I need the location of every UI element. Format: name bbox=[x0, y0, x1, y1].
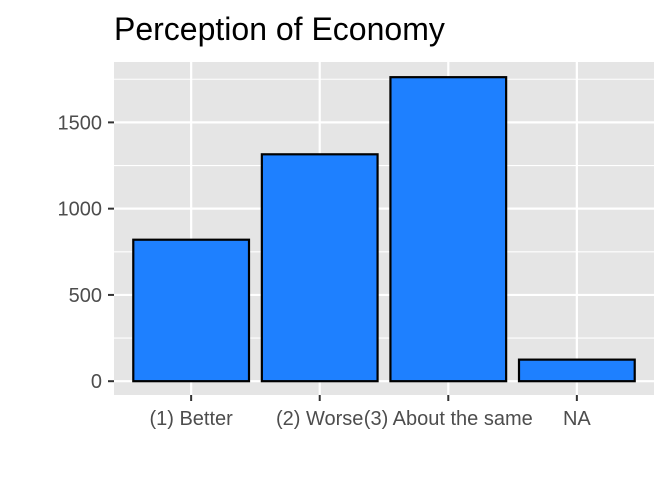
y-tick-label: 1500 bbox=[58, 112, 103, 134]
x-axis: (1) Better (2) Worse (3) About the same NA bbox=[149, 395, 591, 430]
x-tick-label: (2) Worse bbox=[276, 408, 363, 430]
y-tick-label: 500 bbox=[69, 285, 102, 307]
bar bbox=[517, 358, 636, 383]
y-axis: 0 500 1000 1500 bbox=[58, 112, 114, 393]
bar bbox=[132, 238, 251, 383]
bars bbox=[132, 76, 636, 383]
bar bbox=[389, 76, 508, 383]
y-tick-label: 1000 bbox=[58, 199, 103, 221]
x-tick-label: (1) Better bbox=[149, 408, 233, 430]
chart-title: Perception of Economy bbox=[114, 11, 445, 47]
bar bbox=[260, 153, 379, 383]
x-tick-label: (3) About the same bbox=[364, 408, 533, 430]
y-tick-label: 0 bbox=[91, 371, 102, 393]
x-tick-label: NA bbox=[563, 408, 591, 430]
